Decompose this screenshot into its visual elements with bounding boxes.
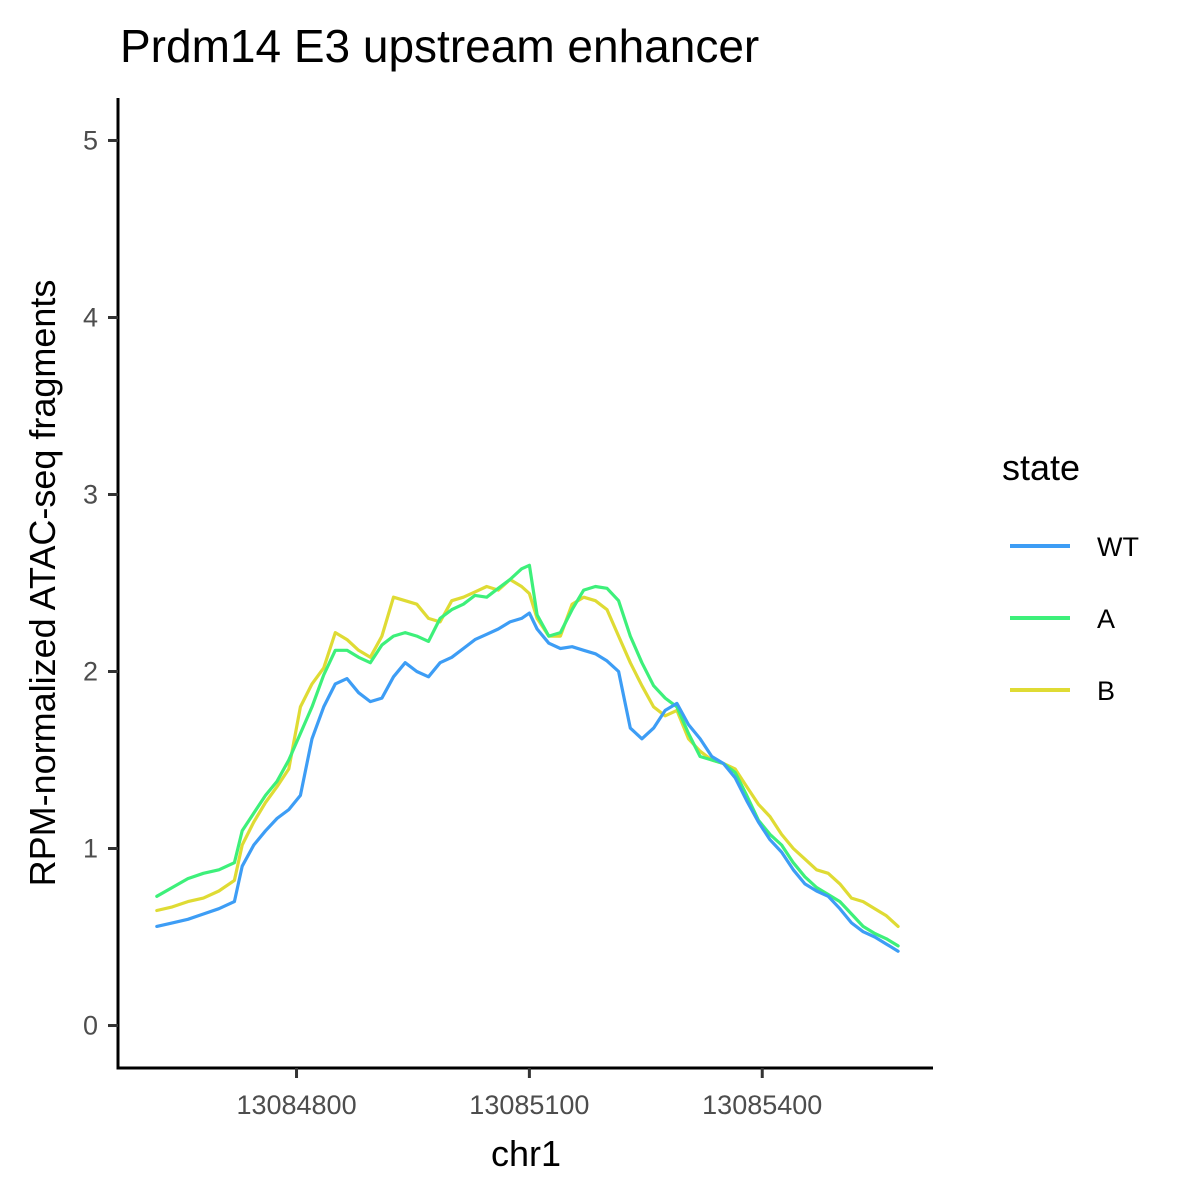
series-line-wt [155,611,900,953]
y-tick-label: 0 [83,1011,98,1041]
x-tick-label: 13085100 [469,1090,589,1120]
legend-label-wt: WT [1097,532,1139,562]
y-tick-label: 5 [83,125,98,155]
x-axis: 13084800 13085100 13085400 [236,1068,822,1120]
y-axis: 0 1 2 3 4 5 [83,125,118,1041]
legend-label-b: B [1097,676,1115,706]
legend-title: state [1002,447,1080,488]
series-line-b [155,577,900,929]
y-tick-label: 4 [83,302,98,332]
legend-label-a: A [1097,604,1115,634]
x-tick-label: 13085400 [702,1090,822,1120]
x-tick-label: 13084800 [236,1090,356,1120]
series-line-a [155,563,900,948]
legend: state WT A B [1002,447,1139,706]
chart-title: Prdm14 E3 upstream enhancer [120,20,759,72]
y-tick-label: 2 [83,657,98,687]
series-layer [155,563,900,953]
y-axis-title: RPM-normalized ATAC-seq fragments [22,280,63,887]
x-axis-title: chr1 [491,1133,561,1174]
y-tick-label: 1 [83,834,98,864]
y-tick-label: 3 [83,479,98,509]
